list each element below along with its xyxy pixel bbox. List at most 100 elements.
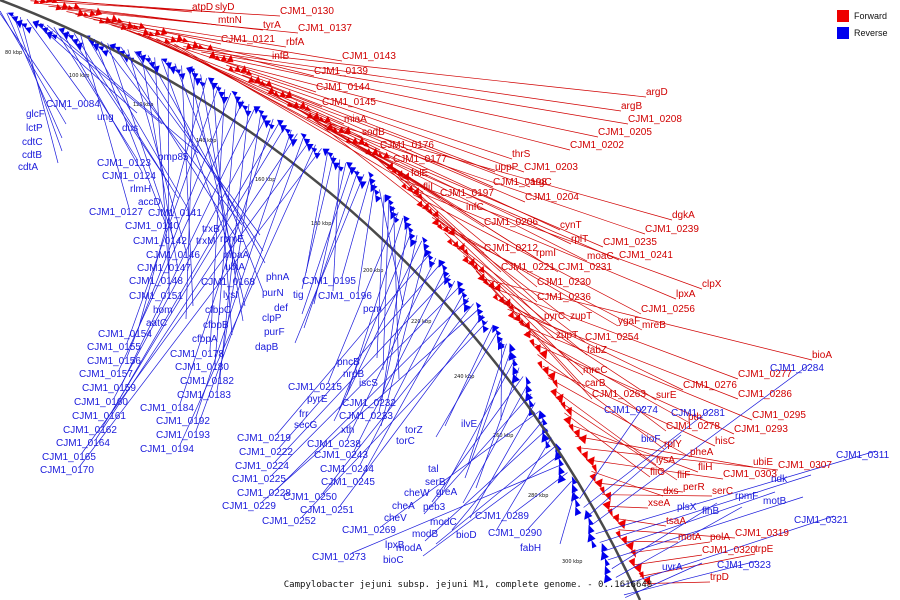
forward-gene-arrow bbox=[638, 571, 644, 580]
forward-leader-line bbox=[209, 54, 599, 138]
reverse-gene-arrow bbox=[97, 46, 104, 52]
reverse-gene-arrow bbox=[545, 439, 551, 449]
tick-label: 140 kbp bbox=[196, 138, 216, 144]
forward-leader-line bbox=[250, 79, 494, 188]
reverse-gene-label: hom bbox=[153, 305, 172, 316]
reverse-gene-label: dapB bbox=[255, 342, 279, 353]
reverse-leader-line bbox=[185, 70, 195, 320]
forward-gene-label: CJM1_0241 bbox=[619, 250, 673, 261]
forward-gene-label: CJM1_0212 bbox=[484, 243, 538, 254]
reverse-gene-label: pcm bbox=[363, 304, 382, 315]
forward-leader-line bbox=[379, 158, 559, 273]
forward-gene-label: lysA bbox=[656, 455, 675, 466]
reverse-gene-label: CJM1_0151 bbox=[129, 291, 183, 302]
forward-gene-label: infB bbox=[272, 51, 290, 62]
forward-gene-label: argB bbox=[621, 101, 642, 112]
reverse-gene-arrow bbox=[404, 221, 412, 231]
reverse-leader-line bbox=[303, 170, 359, 329]
reverse-gene-label: CJM1_0165 bbox=[42, 452, 96, 463]
reverse-gene-label: nrdB bbox=[343, 369, 364, 380]
reverse-leader-line bbox=[527, 481, 572, 530]
reverse-gene-arrow bbox=[525, 376, 531, 385]
forward-gene-arrow bbox=[437, 223, 443, 231]
forward-gene-label: CJM1_0221 bbox=[501, 262, 555, 273]
reverse-gene-arrow bbox=[538, 410, 547, 420]
forward-gene-label: xseA bbox=[648, 498, 671, 509]
reverse-leader-line bbox=[40, 22, 163, 125]
forward-gene-label: CJM1_0208 bbox=[628, 114, 682, 125]
forward-gene-label: trpE bbox=[755, 544, 774, 555]
forward-gene-arrow bbox=[431, 217, 439, 226]
reverse-leader-line bbox=[338, 229, 413, 411]
reverse-gene-arrow bbox=[482, 325, 489, 334]
reverse-gene-label: torC bbox=[396, 436, 415, 447]
forward-gene-label: CJM1_0303 bbox=[723, 469, 777, 480]
forward-gene-label: CJM1_0144 bbox=[316, 82, 370, 93]
forward-gene-label: carB bbox=[585, 378, 606, 389]
reverse-gene-arrow bbox=[101, 50, 109, 57]
reverse-gene-label: tal bbox=[428, 464, 439, 475]
legend-reverse-label: Reverse bbox=[854, 28, 888, 38]
reverse-gene-label: dus bbox=[122, 123, 138, 134]
tick-label: 240 kbp bbox=[454, 374, 474, 380]
label-leaders bbox=[0, 0, 877, 598]
forward-gene-arrow bbox=[417, 193, 423, 200]
reverse-gene-label: CJM1_0192 bbox=[156, 416, 210, 427]
reverse-leader-line bbox=[451, 419, 544, 531]
reverse-gene-arrow bbox=[169, 65, 177, 75]
reverse-leader-line bbox=[179, 118, 274, 405]
reverse-gene-label: moaA bbox=[223, 250, 249, 261]
forward-gene-label: CJM1_0256 bbox=[641, 304, 695, 315]
reverse-gene-label: rlmH bbox=[130, 184, 151, 195]
reverse-gene-label: xth bbox=[341, 425, 354, 436]
forward-gene-label: pth bbox=[688, 412, 702, 423]
forward-gene-arrow bbox=[507, 311, 514, 319]
reverse-gene-arrow bbox=[7, 12, 14, 18]
forward-gene-label: CJM1_0293 bbox=[734, 424, 788, 435]
reverse-leader-line bbox=[615, 506, 743, 578]
reverse-gene-arrow bbox=[457, 280, 464, 289]
forward-gene-label: CJM1_0307 bbox=[778, 460, 832, 471]
forward-gene-arrow bbox=[576, 445, 582, 455]
reverse-leader-line bbox=[276, 297, 470, 490]
reverse-gene-label: accD bbox=[138, 197, 161, 208]
gene-labels: atpD slyD CJM1_0130 mtnN tyrA CJM1_0137 CJM1_0… bbox=[18, 2, 890, 583]
reverse-gene-arrow bbox=[464, 304, 471, 313]
forward-gene-arrow bbox=[226, 54, 234, 63]
reverse-leader-line bbox=[79, 148, 322, 467]
reverse-leader-line bbox=[339, 314, 484, 507]
reverse-leader-line bbox=[381, 411, 540, 527]
reverse-gene-arrow bbox=[384, 194, 392, 203]
reverse-gene-label: CJM1_0222 bbox=[239, 447, 293, 458]
forward-gene-label: rbfA bbox=[286, 37, 305, 48]
forward-gene-label: CJM1_0130 bbox=[280, 6, 334, 17]
forward-gene-label: mtnN bbox=[218, 15, 242, 26]
reverse-gene-arrow bbox=[207, 77, 215, 85]
reverse-gene-arrow bbox=[499, 340, 505, 350]
forward-leader-line bbox=[363, 148, 620, 261]
reverse-gene-arrow bbox=[584, 510, 593, 520]
reverse-leader-line bbox=[53, 26, 138, 160]
reverse-gene-label: tig bbox=[293, 290, 304, 301]
reverse-leader-line bbox=[67, 30, 171, 186]
reverse-gene-arrow bbox=[477, 308, 484, 316]
forward-gene-arrow bbox=[142, 27, 150, 37]
reverse-leader-line bbox=[424, 428, 548, 542]
reverse-leader-line bbox=[443, 358, 516, 490]
reverse-gene-label: CJM1_0238 bbox=[307, 439, 361, 450]
reverse-gene-arrow bbox=[263, 120, 271, 129]
reverse-gene-arrow bbox=[144, 58, 151, 63]
forward-leader-line bbox=[469, 263, 586, 389]
reverse-gene-label: CJM1_0225 bbox=[232, 474, 286, 485]
reverse-gene-arrow bbox=[310, 147, 318, 153]
forward-gene-arrow bbox=[604, 491, 611, 501]
reverse-gene-arrow bbox=[575, 498, 581, 508]
reverse-leader-line bbox=[195, 137, 304, 432]
reverse-leader-line bbox=[619, 515, 835, 587]
forward-gene-label: fliI bbox=[423, 182, 433, 193]
forward-leader-line bbox=[513, 316, 667, 432]
forward-gene-label: CJM1_0205 bbox=[598, 127, 652, 138]
forward-gene-arrow bbox=[539, 349, 548, 360]
forward-gene-arrow bbox=[542, 366, 549, 376]
reverse-gene-label: pyrE bbox=[307, 394, 328, 405]
